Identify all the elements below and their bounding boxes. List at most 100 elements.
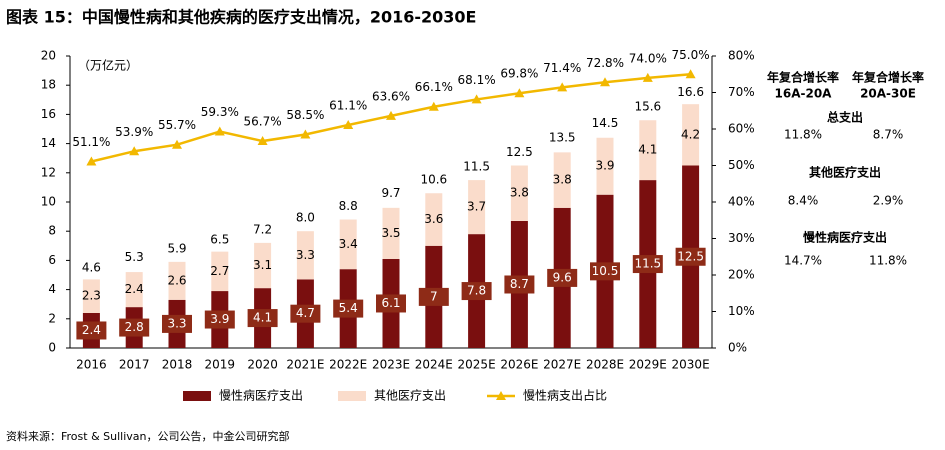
table-cell: 11.8% xyxy=(869,254,907,268)
value-label: 3.6 xyxy=(424,212,443,226)
value-label: 12.5 xyxy=(677,249,704,263)
bar-segment xyxy=(510,165,528,221)
y2-tick-label: 40% xyxy=(728,195,755,209)
y2-tick-label: 10% xyxy=(728,304,755,318)
legend-label: 慢性病支出占比 xyxy=(523,388,607,403)
x-tick-label: 2029E xyxy=(629,358,667,372)
y-tick-label: 16 xyxy=(41,107,56,121)
y2-tick-label: 60% xyxy=(728,122,755,136)
value-label-box xyxy=(461,282,492,301)
x-tick-label: 2019 xyxy=(205,358,236,372)
bar-segment xyxy=(682,104,700,166)
value-label-box xyxy=(333,299,364,318)
legend-swatch xyxy=(338,391,366,401)
total-label: 15.6 xyxy=(634,100,661,114)
total-label: 7.2 xyxy=(253,222,272,236)
total-label: 5.9 xyxy=(167,241,186,255)
value-label-box xyxy=(504,275,535,294)
value-label: 51.1% xyxy=(72,135,110,149)
x-tick-label: 2028E xyxy=(586,358,624,372)
y-tick-label: 0 xyxy=(48,341,56,355)
line-marker xyxy=(514,88,525,98)
line-marker xyxy=(257,136,268,146)
table-header: 年复合增长率 xyxy=(852,70,924,85)
legend-swatch xyxy=(183,391,211,401)
value-label: 66.1% xyxy=(415,80,453,94)
value-label: 72.8% xyxy=(586,56,624,70)
total-label: 6.5 xyxy=(210,233,229,247)
line-marker xyxy=(471,94,482,104)
value-label: 68.1% xyxy=(458,73,496,87)
value-label: 3.1 xyxy=(253,258,272,272)
value-label: 3.8 xyxy=(553,173,572,187)
x-tick-label: 2026E xyxy=(500,358,538,372)
y2-tick-label: 50% xyxy=(728,158,755,172)
value-label: 4.1 xyxy=(638,143,657,157)
value-label-box xyxy=(376,294,406,313)
table-cell: 11.8% xyxy=(784,128,822,142)
line-marker xyxy=(642,72,653,82)
total-label: 11.5 xyxy=(463,160,490,174)
bar-segment xyxy=(596,137,614,195)
x-tick-label: 2017 xyxy=(119,358,150,372)
y-tick-label: 6 xyxy=(48,253,56,267)
bar-segment xyxy=(168,261,186,300)
value-label: 8.7 xyxy=(510,277,529,291)
y2-tick-label: 70% xyxy=(728,85,755,99)
bar-segment xyxy=(254,242,272,289)
value-label: 3.4 xyxy=(339,237,358,251)
legend-label: 其他医疗支出 xyxy=(374,389,446,403)
total-label: 5.3 xyxy=(125,250,144,264)
line-marker xyxy=(86,156,97,166)
y-tick-label: 2 xyxy=(48,311,56,325)
y-tick-label: 4 xyxy=(48,282,56,296)
value-label-box xyxy=(247,309,278,328)
value-label: 56.7% xyxy=(244,115,282,129)
x-tick-label: 2024E xyxy=(415,358,453,372)
value-label: 2.3 xyxy=(82,289,101,303)
value-label: 3.8 xyxy=(510,186,529,200)
value-label: 11.5 xyxy=(634,257,661,271)
table-cell: 8.7% xyxy=(873,128,904,142)
value-label-box xyxy=(119,318,150,337)
total-label: 12.5 xyxy=(506,145,533,159)
y-tick-label: 14 xyxy=(41,136,56,150)
y-tick-label: 8 xyxy=(48,224,56,238)
value-label: 7.8 xyxy=(467,284,486,298)
value-label: 59.3% xyxy=(201,105,239,119)
value-label: 74.0% xyxy=(629,51,667,65)
total-label: 10.6 xyxy=(420,173,447,187)
x-tick-label: 2022E xyxy=(329,358,367,372)
value-label: 4.1 xyxy=(253,311,272,325)
line-marker xyxy=(172,139,182,149)
y2-tick-label: 20% xyxy=(728,268,755,282)
unit-label: （万亿元） xyxy=(78,58,138,73)
value-label: 3.3 xyxy=(296,248,315,262)
table-cell: 8.4% xyxy=(788,194,819,208)
value-label-box xyxy=(547,268,578,287)
bar-segment xyxy=(468,180,486,235)
value-label: 2.4 xyxy=(125,282,144,296)
value-label: 71.4% xyxy=(543,61,581,75)
value-label: 9.6 xyxy=(553,270,572,284)
total-label: 14.5 xyxy=(592,116,619,130)
bar-segment xyxy=(125,272,143,308)
value-label: 2.6 xyxy=(167,273,186,287)
table-header: 16A-20A xyxy=(775,87,833,101)
value-label: 3.9 xyxy=(210,312,229,326)
y2-tick-label: 80% xyxy=(728,49,755,63)
value-label: 4.7 xyxy=(296,306,315,320)
bar-segment xyxy=(425,193,443,246)
line-marker xyxy=(557,82,568,92)
bar-segment xyxy=(82,279,100,313)
total-label: 8.8 xyxy=(339,199,358,213)
value-label-box xyxy=(418,287,449,306)
value-label: 61.1% xyxy=(329,98,367,112)
x-tick-label: 2018 xyxy=(162,358,193,372)
value-label: 5.4 xyxy=(339,301,358,315)
y-tick-label: 10 xyxy=(41,195,56,209)
value-label: 58.5% xyxy=(286,108,324,122)
value-label: 3.3 xyxy=(167,316,186,330)
y-tick-label: 18 xyxy=(41,78,56,92)
chart-title: 图表 15：中国慢性病和其他疾病的医疗支出情况，2016-2030E xyxy=(6,8,476,27)
